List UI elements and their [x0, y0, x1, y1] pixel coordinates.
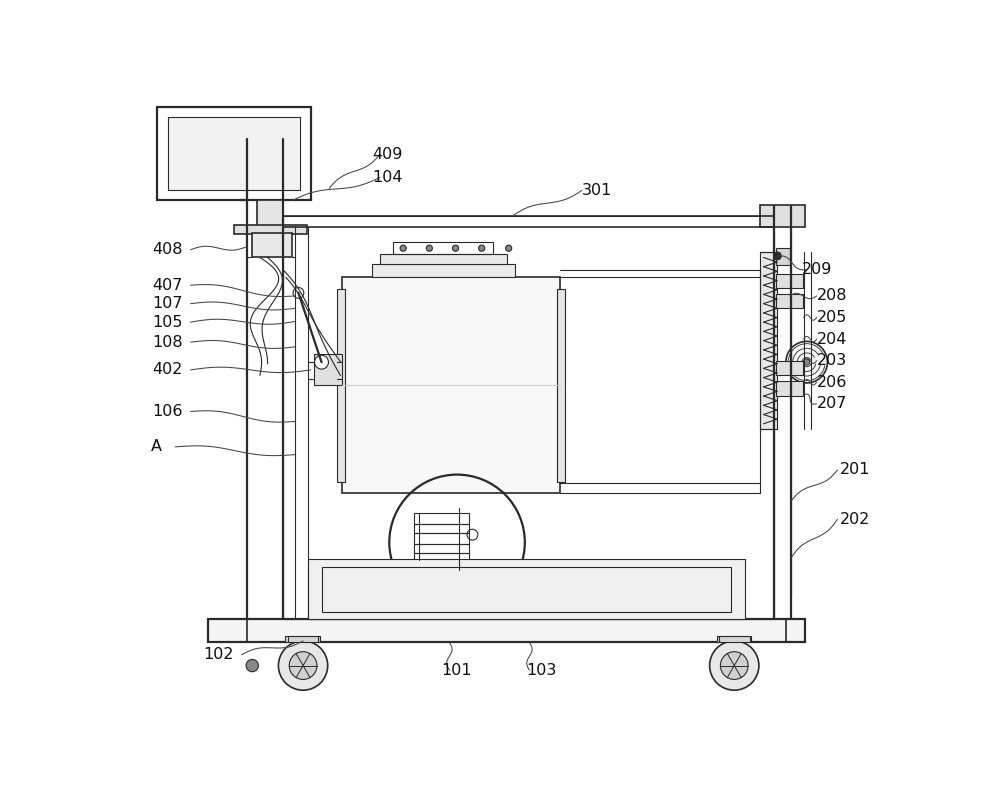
- Circle shape: [246, 659, 258, 672]
- Bar: [208, 619, 805, 642]
- Bar: [252, 233, 292, 258]
- Text: 108: 108: [152, 334, 183, 350]
- Text: 106: 106: [152, 404, 183, 419]
- Text: 402: 402: [152, 362, 183, 377]
- Text: 301: 301: [582, 183, 612, 198]
- Bar: [283, 216, 774, 619]
- Bar: [314, 354, 342, 385]
- Bar: [168, 117, 300, 191]
- Text: A: A: [151, 440, 162, 454]
- Bar: [308, 559, 745, 619]
- Text: 101: 101: [442, 662, 472, 678]
- Bar: [776, 275, 803, 288]
- Circle shape: [804, 359, 810, 365]
- Circle shape: [710, 641, 759, 690]
- Text: 104: 104: [373, 170, 403, 185]
- Circle shape: [720, 652, 748, 679]
- Text: 209: 209: [801, 263, 832, 277]
- Bar: [760, 252, 777, 429]
- Bar: [257, 200, 283, 227]
- Bar: [234, 225, 307, 235]
- Bar: [776, 381, 803, 396]
- Bar: [776, 248, 790, 265]
- Bar: [380, 255, 507, 263]
- Circle shape: [278, 641, 328, 690]
- Circle shape: [452, 245, 459, 251]
- Text: 105: 105: [152, 314, 183, 330]
- Text: 205: 205: [817, 310, 847, 325]
- Bar: [414, 513, 469, 523]
- Bar: [414, 523, 469, 533]
- Circle shape: [426, 245, 432, 251]
- Text: 203: 203: [817, 354, 847, 368]
- Bar: [414, 533, 469, 544]
- Circle shape: [774, 252, 781, 260]
- Bar: [372, 263, 515, 278]
- Text: 102: 102: [203, 647, 234, 662]
- Text: 202: 202: [840, 512, 870, 527]
- Text: 204: 204: [817, 332, 847, 346]
- Text: 208: 208: [817, 288, 847, 303]
- Bar: [776, 294, 803, 308]
- Circle shape: [786, 342, 827, 383]
- Circle shape: [289, 652, 317, 679]
- Bar: [393, 242, 493, 255]
- Text: 206: 206: [817, 375, 847, 389]
- Text: 408: 408: [152, 243, 183, 257]
- Bar: [760, 205, 805, 227]
- Bar: [717, 636, 751, 642]
- Bar: [322, 567, 731, 611]
- Bar: [776, 361, 803, 375]
- Text: 407: 407: [152, 278, 183, 293]
- Bar: [414, 553, 469, 566]
- Bar: [337, 289, 345, 481]
- Text: 409: 409: [373, 147, 403, 162]
- Bar: [157, 107, 311, 200]
- Circle shape: [479, 245, 485, 251]
- Circle shape: [315, 355, 328, 369]
- Circle shape: [506, 245, 512, 251]
- Bar: [342, 278, 560, 493]
- Bar: [557, 289, 565, 481]
- Bar: [414, 544, 469, 553]
- Text: 107: 107: [152, 296, 183, 311]
- Bar: [285, 636, 320, 642]
- Text: 201: 201: [840, 463, 870, 477]
- Circle shape: [293, 287, 304, 298]
- Text: 207: 207: [817, 397, 847, 411]
- Circle shape: [400, 245, 406, 251]
- Text: 103: 103: [527, 662, 557, 678]
